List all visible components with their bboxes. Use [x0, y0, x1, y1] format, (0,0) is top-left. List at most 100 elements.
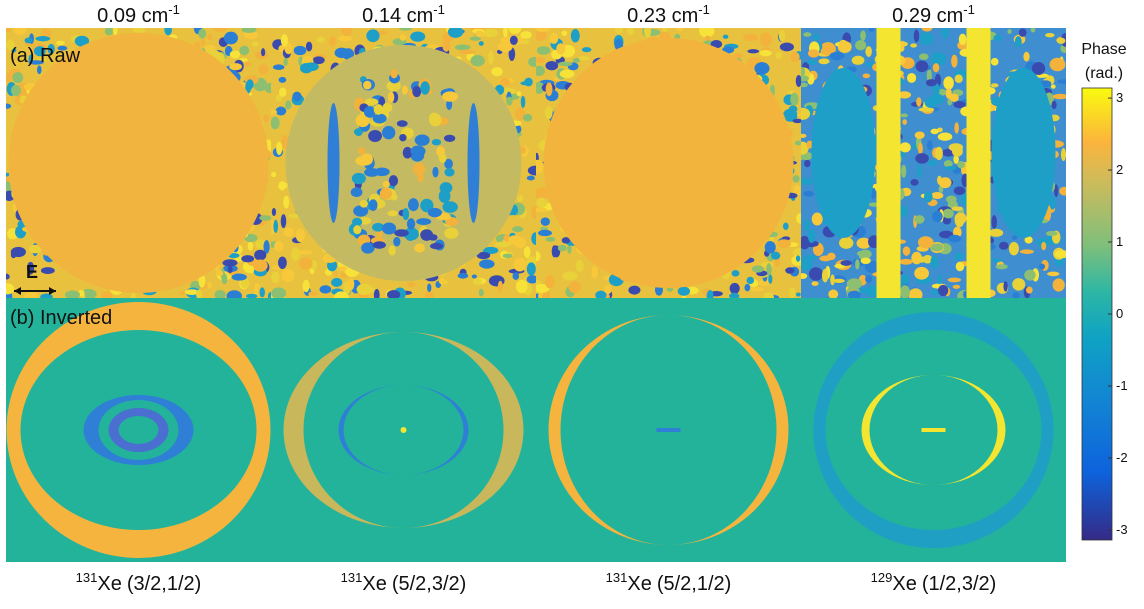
- raw-speckle: [811, 212, 823, 226]
- raw-speckle: [420, 81, 430, 95]
- raw-speckle: [829, 51, 845, 61]
- raw-speckle: [357, 147, 366, 155]
- raw-speckle: [776, 239, 792, 249]
- raw-speckle: [559, 69, 575, 79]
- raw-speckle: [243, 62, 252, 67]
- raw-speckle: [198, 28, 207, 39]
- raw-speckle: [427, 207, 442, 218]
- raw-speckle: [746, 276, 755, 285]
- raw-speckle: [731, 269, 740, 277]
- raw-speckle: [775, 51, 783, 59]
- raw-speckle: [263, 240, 270, 254]
- raw-speckle: [341, 28, 353, 37]
- raw-stripe: [966, 28, 991, 298]
- inverted-panel: [271, 298, 536, 562]
- raw-speckle: [130, 292, 136, 298]
- raw-speckle: [280, 34, 289, 47]
- raw-speckle: [1045, 32, 1055, 38]
- raw-speckle: [271, 287, 287, 298]
- raw-speckle: [733, 53, 743, 59]
- raw-speckle: [34, 46, 46, 57]
- raw-speckle: [744, 283, 751, 292]
- raw-speckle: [928, 160, 938, 166]
- raw-speckle: [442, 91, 459, 102]
- raw-speckle: [509, 35, 518, 45]
- raw-speckle: [792, 247, 801, 258]
- raw-speckle: [338, 266, 348, 272]
- raw-speckle: [469, 36, 482, 41]
- raw-speckle: [372, 241, 386, 249]
- raw-speckle: [914, 266, 929, 280]
- raw-speckle: [551, 245, 558, 258]
- raw-speckle: [512, 272, 520, 280]
- raw-speckle: [561, 237, 571, 244]
- raw-speckle: [770, 251, 781, 260]
- raw-speckle: [536, 57, 546, 64]
- raw-speckle: [937, 274, 942, 285]
- raw-speckle: [312, 56, 325, 65]
- raw-speckle: [945, 195, 957, 204]
- raw-speckle: [271, 171, 277, 178]
- raw-speckle: [561, 30, 568, 36]
- raw-speckle: [472, 277, 482, 286]
- raw-speckle: [281, 134, 289, 149]
- column-title: 0.29 cm-1: [892, 2, 975, 27]
- raw-speckle: [295, 228, 305, 243]
- raw-speckle: [24, 290, 38, 298]
- raw-speckle: [795, 292, 801, 297]
- raw-oval: [991, 68, 1056, 238]
- raw-speckle: [750, 287, 765, 292]
- raw-speckle: [954, 122, 959, 134]
- raw-speckle: [402, 146, 413, 159]
- raw-speckle: [283, 227, 294, 237]
- inverted-panel: [536, 298, 801, 562]
- raw-speckle: [305, 41, 313, 52]
- raw-speckle: [796, 112, 801, 117]
- raw-speckle: [515, 107, 526, 121]
- raw-speckle: [995, 264, 1008, 270]
- raw-speckle: [536, 28, 550, 33]
- raw-speckle: [500, 36, 512, 44]
- raw-speckle: [910, 43, 918, 48]
- raw-speckle: [807, 229, 816, 244]
- raw-speckle: [502, 253, 513, 259]
- raw-speckle: [916, 97, 922, 107]
- raw-speckle: [526, 275, 536, 284]
- raw-speckle: [406, 218, 416, 230]
- raw-speckle: [531, 232, 536, 245]
- raw-speckle: [785, 267, 795, 274]
- raw-speckle: [241, 28, 257, 33]
- raw-speckle: [820, 42, 836, 56]
- raw-speckle: [988, 228, 1004, 237]
- raw-speckle: [184, 289, 199, 295]
- raw-speckle: [271, 116, 280, 130]
- raw-speckle: [293, 45, 307, 56]
- raw-speckle: [626, 28, 635, 36]
- raw-speckle: [526, 262, 536, 276]
- raw-speckle: [57, 45, 68, 51]
- column-caption: 131Xe (5/2,1/2): [606, 570, 732, 595]
- raw-speckle: [942, 216, 952, 225]
- crescent: [108, 408, 169, 453]
- raw-speckle: [938, 177, 952, 189]
- raw-speckle: [1018, 28, 1027, 37]
- raw-speckle: [368, 129, 382, 143]
- raw-speckle: [372, 222, 385, 232]
- raw-speckle: [412, 86, 422, 98]
- raw-speckle: [856, 237, 872, 249]
- raw-speckle: [937, 132, 953, 141]
- caption-element: Xe: [362, 573, 386, 595]
- raw-speckle: [516, 91, 522, 97]
- raw-speckle: [1052, 278, 1065, 292]
- raw-speckle: [595, 290, 607, 298]
- raw-speckle: [26, 261, 35, 275]
- raw-speckle: [1056, 37, 1066, 44]
- raw-speckle: [508, 47, 516, 61]
- raw-speckle: [958, 33, 967, 46]
- raw-speckle: [281, 268, 295, 282]
- raw-speckle: [1031, 61, 1046, 76]
- raw-speckle: [918, 142, 923, 155]
- raw-speckle: [931, 191, 944, 199]
- raw-speckle: [759, 49, 772, 57]
- raw-speckle: [795, 74, 801, 87]
